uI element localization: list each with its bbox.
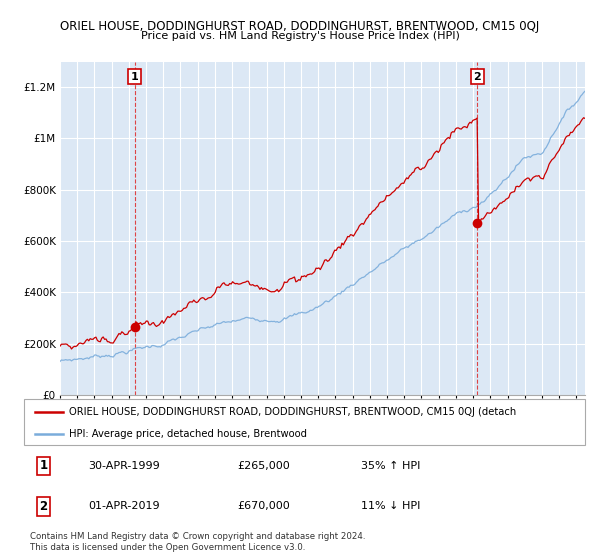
Text: ORIEL HOUSE, DODDINGHURST ROAD, DODDINGHURST, BRENTWOOD, CM15 0QJ: ORIEL HOUSE, DODDINGHURST ROAD, DODDINGH… (61, 20, 539, 32)
Text: HPI: Average price, detached house, Brentwood: HPI: Average price, detached house, Bren… (69, 429, 307, 438)
Text: Contains HM Land Registry data © Crown copyright and database right 2024.
This d: Contains HM Land Registry data © Crown c… (29, 533, 365, 552)
Text: 1: 1 (131, 72, 139, 82)
Text: 1: 1 (40, 459, 47, 473)
Text: 30-APR-1999: 30-APR-1999 (89, 461, 160, 471)
Text: £265,000: £265,000 (237, 461, 290, 471)
Text: Price paid vs. HM Land Registry's House Price Index (HPI): Price paid vs. HM Land Registry's House … (140, 31, 460, 41)
Text: £670,000: £670,000 (237, 501, 290, 511)
Text: 2: 2 (40, 500, 47, 513)
Text: 01-APR-2019: 01-APR-2019 (89, 501, 160, 511)
Text: 11% ↓ HPI: 11% ↓ HPI (361, 501, 420, 511)
Text: 35% ↑ HPI: 35% ↑ HPI (361, 461, 420, 471)
Text: ORIEL HOUSE, DODDINGHURST ROAD, DODDINGHURST, BRENTWOOD, CM15 0QJ (detach: ORIEL HOUSE, DODDINGHURST ROAD, DODDINGH… (69, 407, 516, 417)
FancyBboxPatch shape (24, 399, 585, 445)
Text: 2: 2 (473, 72, 481, 82)
